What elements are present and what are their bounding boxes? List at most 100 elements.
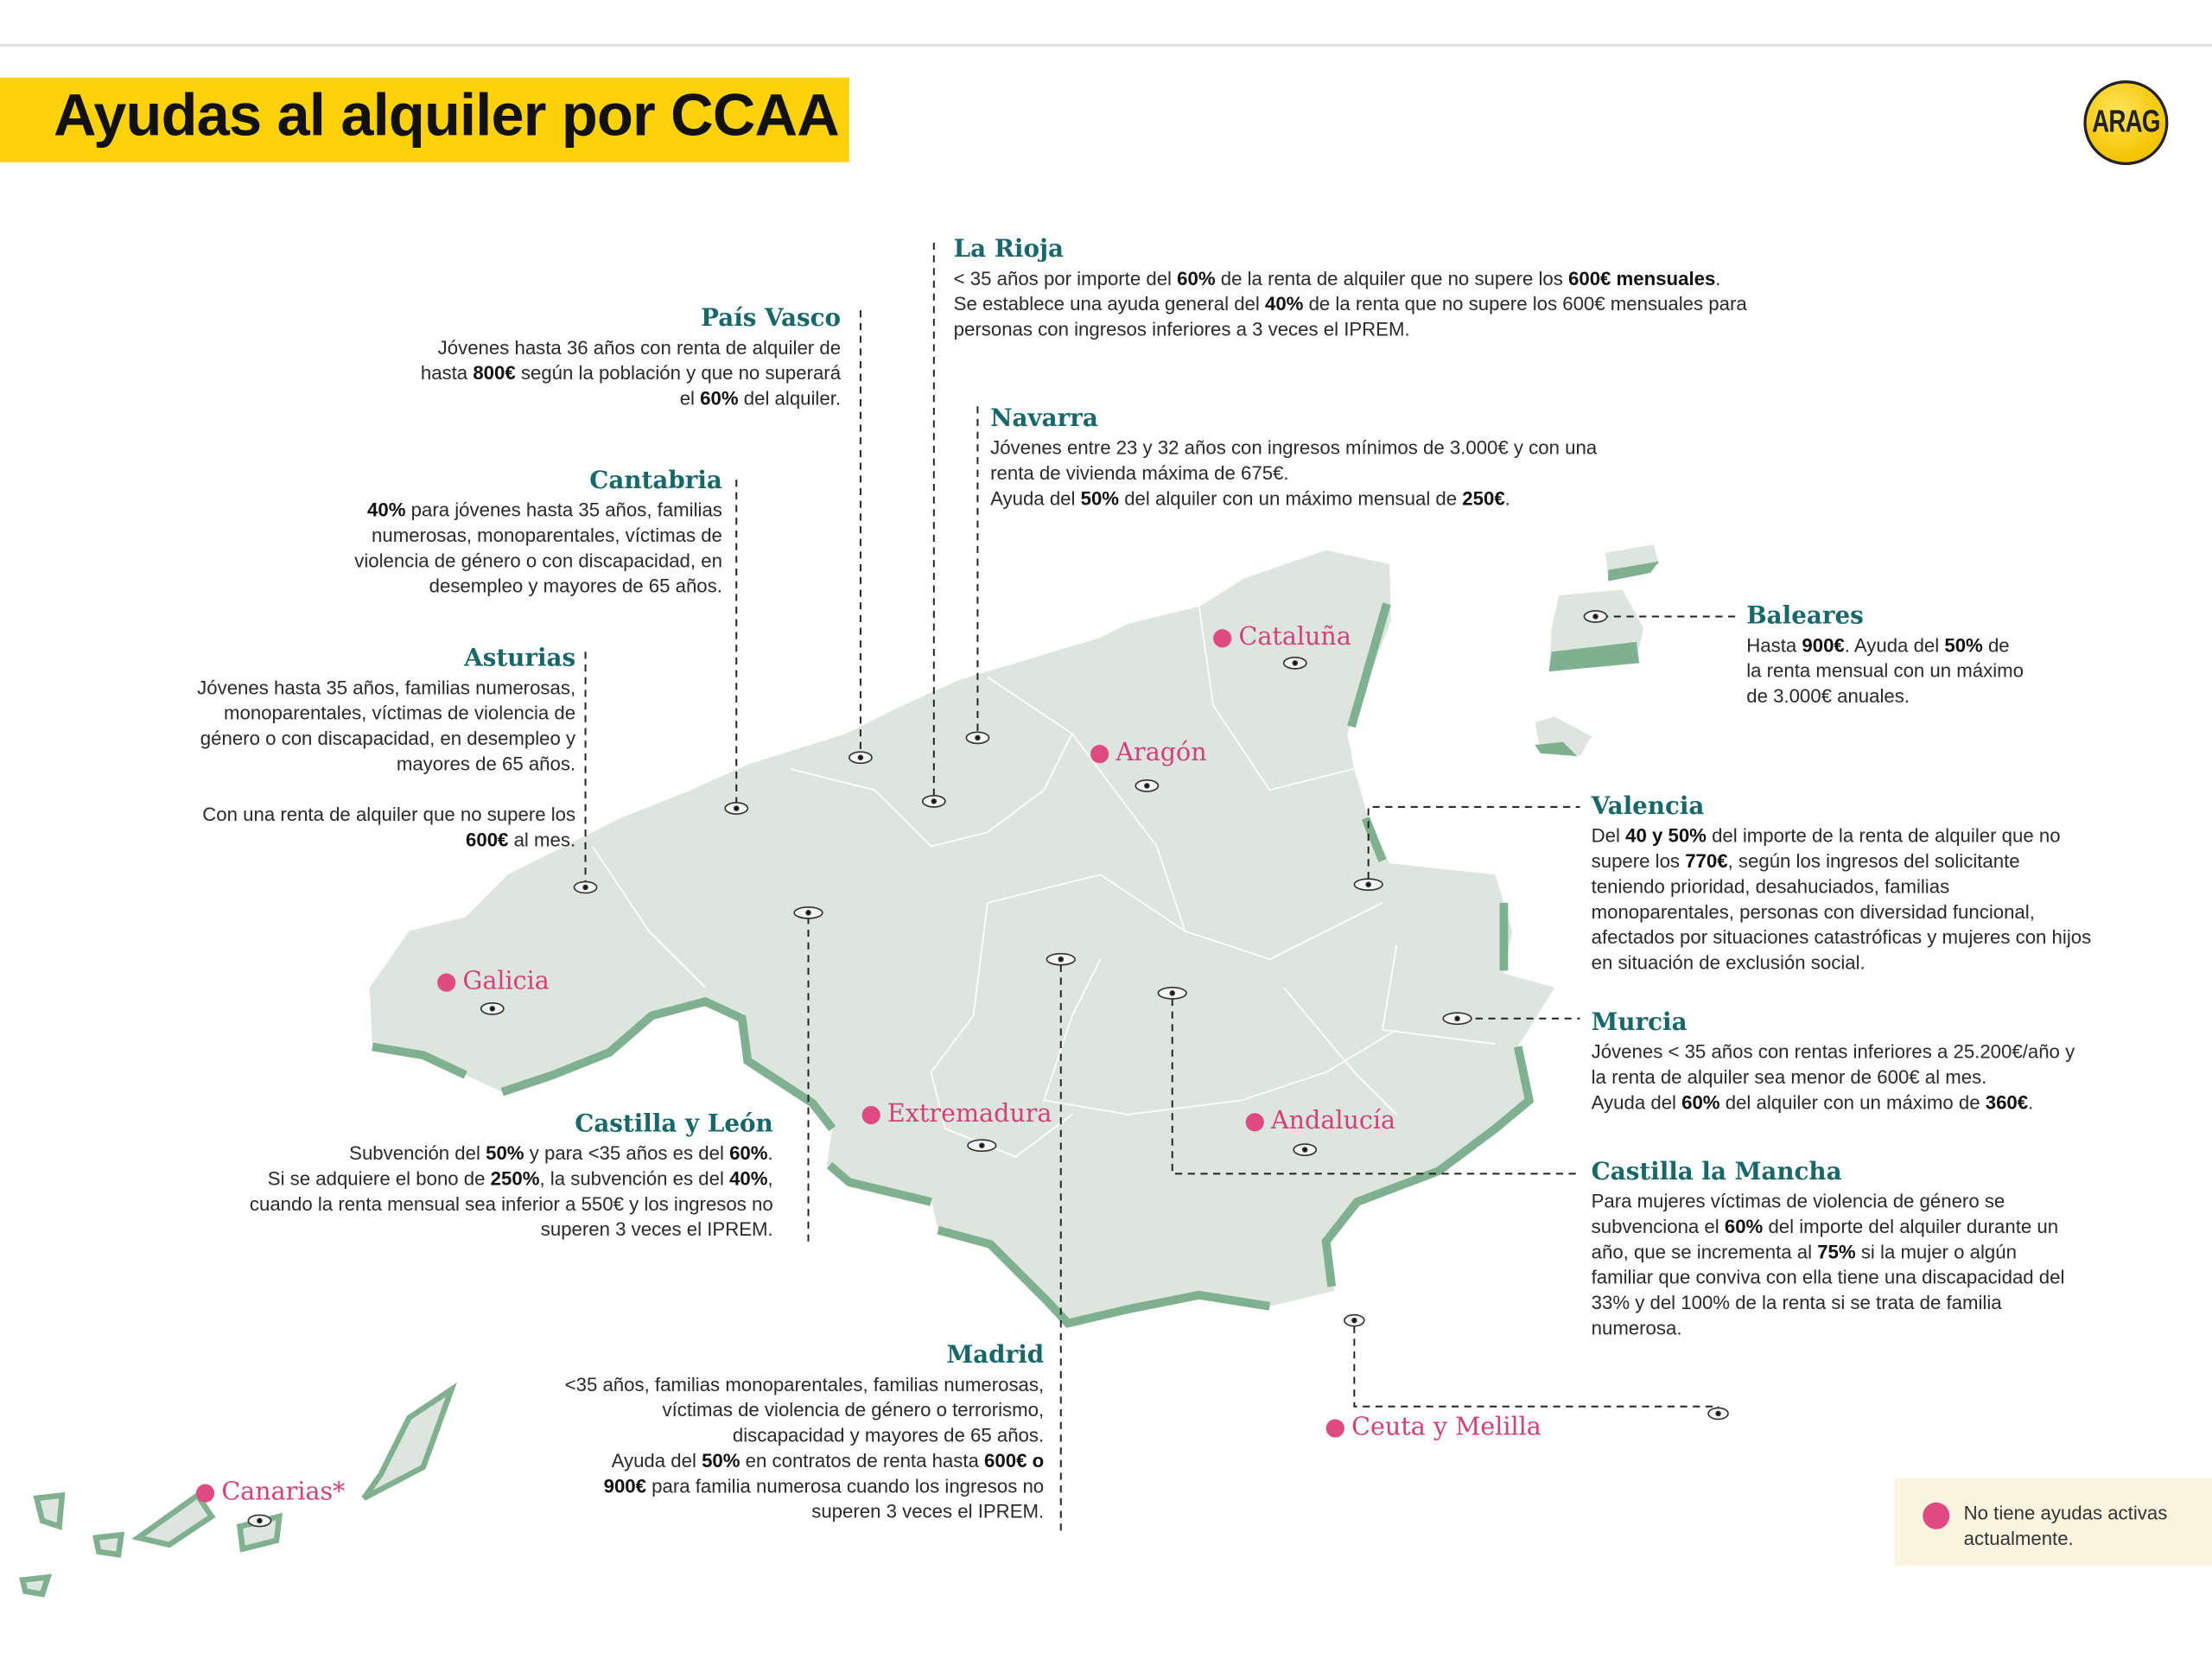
- region-description: <35 años, familias monoparentales, famil…: [564, 1373, 1045, 1525]
- text-segment: Jóvenes hasta 35 años, familias numerosa…: [197, 677, 576, 775]
- region-paragraph: Del 40 y 50% del importe de la renta de …: [1592, 823, 2094, 976]
- text-segment: .: [1504, 487, 1510, 510]
- marker-murcia: [1442, 1012, 1472, 1026]
- region-description: Jóvenes entre 23 y 32 años con ingresos …: [990, 435, 1597, 512]
- region-heading: La Rioja: [953, 235, 1064, 264]
- text-segment: Se establece una ayuda general del: [953, 293, 1265, 315]
- region-paragraph: Jóvenes entre 23 y 32 años con ingresos …: [990, 435, 1597, 486]
- text-segment: para jóvenes hasta 35 años, familias num…: [354, 499, 722, 597]
- marker-cataluna: [1282, 656, 1307, 670]
- region-paragraph: Con una renta de alquiler que no supere …: [183, 803, 575, 854]
- text-segment: si la mujer o algún familiar que conviva…: [1591, 1241, 2065, 1339]
- pin-label: Andalucía: [1271, 1107, 1396, 1136]
- no-aid-dot: [195, 1483, 215, 1502]
- region-valencia: Valencia Del 40 y 50% del importe de la …: [1592, 791, 2094, 976]
- highlight-value: 900€: [1802, 634, 1845, 657]
- pin-label: Cataluña: [1238, 623, 1351, 652]
- text-segment: Jóvenes entre 23 y 32 años con ingresos …: [990, 437, 1598, 484]
- marker-melilla: [1707, 1407, 1729, 1421]
- highlight-value: 360€: [1985, 1091, 2029, 1114]
- region-la-rioja: La Rioja < 35 años por importe del 60% d…: [954, 234, 1801, 343]
- location-markers: [247, 610, 1729, 1528]
- highlight-value: 60%: [1681, 1091, 1720, 1114]
- marker-baleares: [1583, 610, 1608, 623]
- highlight-value: 40%: [729, 1167, 768, 1190]
- baleares-islands: [1535, 544, 1659, 757]
- highlight-value: 60%: [700, 387, 739, 410]
- region-description: Del 40 y 50% del importe de la renta de …: [1592, 823, 2094, 976]
- region-description: Hasta 900€. Ayuda del 50% de la renta me…: [1746, 633, 2029, 709]
- highlight-value: 50%: [702, 1450, 741, 1471]
- text-segment: .: [767, 1142, 773, 1164]
- text-segment: , la subvención es del: [539, 1167, 730, 1190]
- text-segment: del importe de la renta de alquiler que …: [1591, 825, 2061, 872]
- text-segment: Hasta: [1746, 634, 1802, 657]
- region-castilla-la-mancha: Castilla la Mancha Para mujeres víctimas…: [1592, 1157, 2080, 1342]
- highlight-value: 40%: [1264, 293, 1304, 315]
- text-segment: Jóvenes hasta 36 años con renta de alqui…: [420, 337, 842, 385]
- highlight-value: 600€ o 900€: [603, 1450, 1045, 1497]
- region-description: Jóvenes < 35 años con rentas inferiores …: [1592, 1039, 2094, 1116]
- region-description: Jóvenes hasta 36 años con renta de alqui…: [404, 336, 841, 412]
- text-segment: , según los ingresos del solicitante ten…: [1591, 850, 2092, 974]
- pin-label: Extremadura: [887, 1100, 1052, 1129]
- text-segment: de la renta que no supere los 600€ mensu…: [953, 293, 1747, 340]
- text-segment: Ayuda del: [990, 487, 1081, 510]
- text-segment: del alquiler.: [738, 387, 842, 410]
- pin-label: Galicia: [462, 967, 550, 996]
- highlight-value: 250%: [490, 1167, 540, 1190]
- region-heading: Asturias: [464, 645, 576, 673]
- legend: No tiene ayudas activas actualmente.: [1894, 1478, 2212, 1567]
- region-paragraph: Ayuda del 50% del alquiler con un máximo…: [990, 486, 1597, 512]
- text-segment: Jóvenes < 35 años con rentas inferiores …: [1591, 1040, 2075, 1088]
- top-divider: [0, 43, 2212, 47]
- region-borders: [591, 606, 1496, 1158]
- text-segment: Del: [1591, 825, 1626, 847]
- logo-text: ARAG: [2092, 104, 2160, 140]
- marker-navarra: [965, 731, 990, 745]
- region-paragraph: Jóvenes hasta 36 años con renta de alqui…: [404, 336, 841, 412]
- text-segment: de la renta de alquiler que no supere lo…: [1215, 268, 1569, 289]
- no-aid-dot: [1325, 1418, 1344, 1437]
- text-segment: del importe del alquiler durante un año,…: [1591, 1216, 2059, 1263]
- no-aid-dot: [1090, 744, 1109, 763]
- region-paragraph: Si se adquiere el bono de 250%, la subve…: [209, 1166, 773, 1243]
- text-segment: en contratos de renta hasta: [740, 1450, 985, 1471]
- pin-ceuta-melilla: Ceuta y Melilla: [1325, 1414, 1541, 1442]
- highlight-value: 40%: [367, 499, 406, 521]
- text-segment: Subvención del: [349, 1142, 486, 1164]
- region-heading: Castilla y León: [575, 1109, 773, 1139]
- marker-asturias: [573, 880, 598, 894]
- text-segment: para familia numerosa cuando los ingreso…: [645, 1475, 1045, 1522]
- pin-extremadura: Extremadura: [861, 1100, 1052, 1129]
- region-asturias: Asturias Jóvenes hasta 35 años, familias…: [183, 643, 575, 853]
- region-heading: Valencia: [1591, 792, 1705, 822]
- marker-madrid: [1046, 952, 1076, 966]
- no-aid-dot: [1213, 628, 1232, 647]
- region-paragraph: Jóvenes < 35 años con rentas inferiores …: [1592, 1039, 2094, 1090]
- text-segment: < 35 años por importe del: [953, 268, 1178, 289]
- region-paragraph: Ayuda del 50% en contratos de renta hast…: [564, 1449, 1045, 1525]
- region-paragraph: Para mujeres víctimas de violencia de gé…: [1592, 1189, 2080, 1341]
- pin-label: Aragón: [1116, 739, 1207, 768]
- text-segment: Para mujeres víctimas de violencia de gé…: [1591, 1190, 2005, 1237]
- region-paragraph: Se establece una ayuda general del 40% d…: [954, 292, 1801, 343]
- text-segment: . Ayuda del: [1844, 634, 1945, 657]
- region-pais-vasco: País Vasco Jóvenes hasta 36 años con ren…: [404, 303, 841, 412]
- highlight-value: 60%: [1724, 1216, 1764, 1237]
- highlight-value: 50%: [1080, 487, 1120, 510]
- marker-castilla-la-mancha: [1157, 987, 1187, 1000]
- highlight-value: 600€ mensuales: [1568, 268, 1716, 289]
- highlight-value: 50%: [486, 1142, 524, 1164]
- title-band: [0, 77, 849, 162]
- region-paragraph: 40% para jóvenes hasta 35 años, familias…: [319, 498, 722, 600]
- pin-andalucia: Andalucía: [1245, 1107, 1396, 1136]
- region-paragraph: Jóvenes hasta 35 años, familias numerosa…: [183, 676, 575, 778]
- region-murcia: Murcia Jóvenes < 35 años con rentas infe…: [1592, 1007, 2094, 1116]
- highlight-value: 770€: [1685, 850, 1728, 872]
- highlight-value: 50%: [1944, 634, 1983, 657]
- no-aid-dot: [861, 1105, 880, 1124]
- region-paragraph: Ayuda del 60% del alquiler con un máximo…: [1592, 1090, 2094, 1116]
- leader-castilla-la-mancha: [1171, 998, 1580, 1175]
